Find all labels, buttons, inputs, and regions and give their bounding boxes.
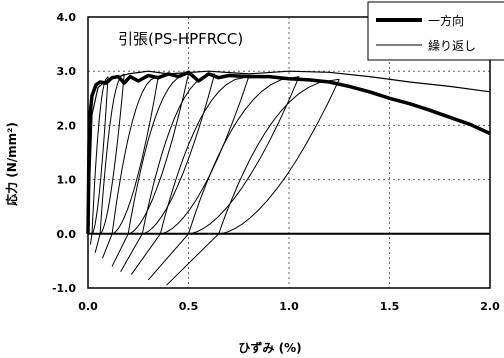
x-tick-label: 2.0 [480, 300, 500, 313]
legend-label-cyclic: 繰り返し [428, 39, 476, 53]
unload-curve [147, 76, 300, 281]
y-tick-label: 3.0 [57, 65, 77, 78]
legend: 一方向 繰り返し [367, 1, 504, 61]
series-unidirectional-line [86, 70, 491, 234]
y-tick-label: 2.0 [57, 119, 77, 132]
y-tick-label: 4.0 [57, 11, 77, 24]
series-cyclic-line [87, 70, 491, 234]
reload-curve [142, 73, 216, 235]
unload-curve [102, 76, 159, 259]
x-axis-label: ひずみ (%) [238, 340, 301, 355]
reload-curve [218, 79, 340, 235]
unload-curve [120, 73, 215, 272]
x-tick-label: 1.0 [279, 300, 299, 313]
chart-title: 引張(PS-HPFRCC) [118, 30, 243, 48]
legend-box [367, 1, 504, 61]
unload-curve [111, 73, 189, 267]
reload-curve [91, 76, 109, 235]
unload-curve [166, 78, 340, 286]
reload-curve [160, 76, 250, 235]
y-axis-label: 応力 (N/mm²) [4, 122, 19, 206]
unload-curve [130, 76, 249, 275]
reload-curve [111, 76, 159, 235]
curves [86, 70, 491, 286]
y-tick-label: 0.0 [57, 228, 77, 241]
y-tick-label: 1.0 [57, 174, 77, 187]
x-tick-label: 0.5 [179, 300, 199, 313]
reload-curve [188, 76, 300, 235]
x-tick-label: 0.0 [78, 300, 98, 313]
reload-curve [99, 73, 125, 235]
legend-label-unidirectional: 一方向 [428, 13, 464, 28]
unload-curve [94, 73, 125, 253]
ticks: 0.0 0.5 1.0 1.5 2.0-1.00.01.02.03.04.0 [52, 11, 500, 313]
x-tick-label: 1.5 [380, 300, 400, 313]
y-tick-label: -1.0 [52, 282, 76, 295]
unload-curve [89, 76, 109, 245]
reload-curve [128, 73, 189, 235]
plot-frame [87, 16, 491, 289]
